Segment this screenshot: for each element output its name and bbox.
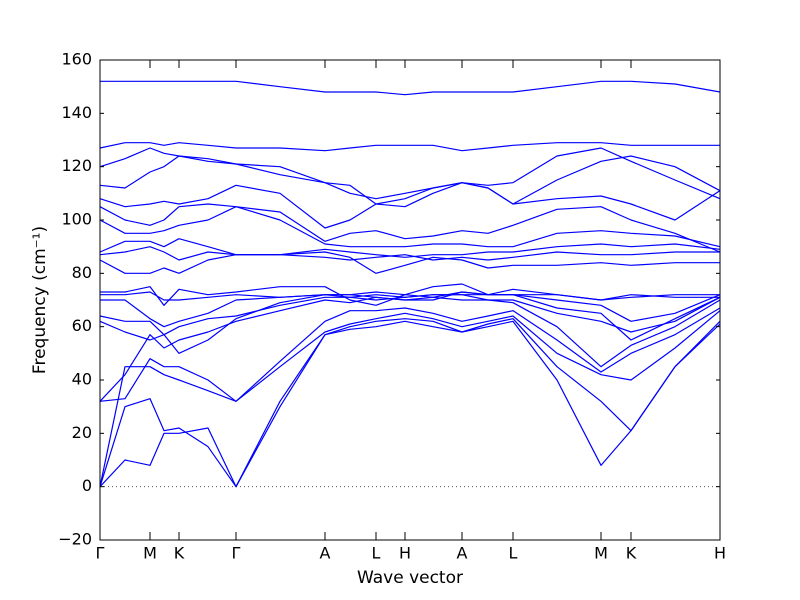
band-line bbox=[99, 307, 721, 402]
x-tick-label: M bbox=[594, 544, 608, 563]
y-tick-label: −20 bbox=[58, 530, 92, 549]
axes-frame bbox=[99, 59, 721, 541]
band-line bbox=[99, 291, 721, 354]
x-tick-label: L bbox=[509, 544, 518, 563]
band-line bbox=[99, 246, 720, 261]
y-tick-label: 140 bbox=[61, 103, 92, 122]
band-line bbox=[100, 80, 721, 96]
x-tick-label: H bbox=[399, 544, 411, 563]
y-tick-label: 40 bbox=[72, 370, 92, 389]
band-line bbox=[99, 203, 721, 253]
band-line bbox=[99, 310, 721, 487]
band-line bbox=[99, 147, 721, 208]
x-axis-label: Wave vector bbox=[357, 568, 463, 588]
x-tick-label: L bbox=[372, 544, 381, 563]
y-tick-label: 120 bbox=[61, 156, 92, 175]
y-axis-label: Frequency (cm⁻¹) bbox=[30, 226, 50, 374]
plot-area bbox=[99, 80, 721, 488]
y-tick-label: 0 bbox=[82, 476, 92, 495]
x-tick-label: Γ bbox=[232, 544, 241, 563]
y-tick-label: 20 bbox=[72, 423, 92, 442]
x-tick-label: K bbox=[626, 544, 637, 563]
y-tick-label: 80 bbox=[72, 263, 92, 282]
band-line bbox=[99, 251, 720, 274]
x-tick-label: K bbox=[174, 544, 185, 563]
band-line bbox=[99, 142, 720, 152]
band-line bbox=[99, 206, 721, 248]
x-tick-label: M bbox=[143, 544, 157, 563]
x-tick-label: Γ bbox=[96, 544, 105, 563]
y-tick-label: 60 bbox=[72, 316, 92, 335]
x-tick-label: H bbox=[714, 544, 726, 563]
band-line bbox=[99, 147, 721, 205]
x-tick-label: A bbox=[457, 544, 468, 563]
y-tick-label: 160 bbox=[61, 50, 92, 69]
band-line bbox=[100, 294, 721, 328]
band-line bbox=[99, 294, 721, 341]
band-line bbox=[99, 318, 721, 488]
y-tick-label: 100 bbox=[61, 210, 92, 229]
band-line bbox=[99, 320, 721, 488]
band-line bbox=[99, 238, 721, 258]
band-line bbox=[100, 283, 720, 306]
x-tick-label: A bbox=[320, 544, 331, 563]
